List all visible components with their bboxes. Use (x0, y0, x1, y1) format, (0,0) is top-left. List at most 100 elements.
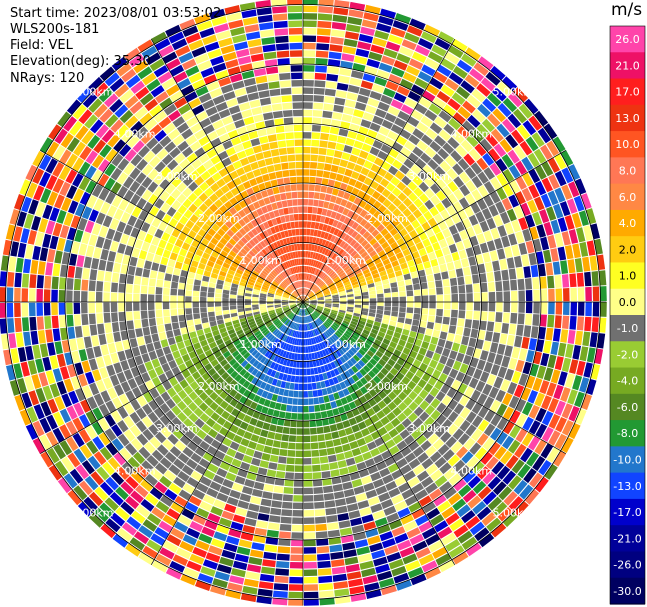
radar-gate (476, 157, 489, 171)
radar-gate (96, 281, 104, 292)
radar-gate (284, 309, 291, 314)
radar-gate (425, 84, 440, 96)
radar-gate (190, 141, 202, 152)
radar-gate (121, 522, 137, 536)
radar-gate (453, 259, 462, 269)
radar-gate (276, 356, 282, 364)
radar-gate (322, 418, 330, 426)
radar-gate (464, 275, 472, 285)
radar-gate (127, 378, 138, 390)
radar-gate (289, 576, 303, 584)
radar-gate (338, 128, 349, 137)
radar-gate (265, 332, 272, 338)
radar-gate (333, 254, 340, 262)
radar-gate (275, 277, 281, 284)
radar-gate (280, 365, 286, 373)
radar-gate (218, 167, 229, 178)
radar-gate (289, 252, 294, 259)
radar-gate (424, 405, 436, 416)
radar-gate (329, 44, 343, 53)
radar-gate (451, 251, 460, 262)
radar-gate (39, 171, 51, 187)
radar-gate (289, 300, 296, 302)
radar-gate (61, 197, 72, 212)
radar-gate (387, 193, 397, 203)
radar-gate (314, 404, 321, 412)
radar-gate (339, 305, 347, 309)
radar-gate (186, 560, 202, 572)
radar-gate (407, 296, 414, 302)
radar-gate (366, 58, 380, 69)
radar-gate (441, 395, 452, 406)
radar-gate (311, 275, 315, 282)
radar-gate (347, 464, 358, 474)
radar-gate (119, 109, 134, 124)
ring-label: 3.00km (156, 170, 198, 183)
radar-gate (303, 435, 311, 443)
radar-gate (114, 104, 129, 118)
radar-gate (9, 379, 21, 396)
radar-gate (312, 260, 317, 267)
radar-gate (148, 318, 157, 327)
radar-gate (270, 271, 277, 278)
radar-gate (130, 154, 143, 167)
radar-gate (46, 447, 60, 464)
colorbar-tick-label: -1.0 (617, 322, 638, 335)
radar-gate (479, 242, 489, 254)
radar-gate (47, 191, 59, 206)
radar-gate (371, 549, 386, 560)
radar-gate (354, 55, 368, 65)
radar-gate (252, 304, 259, 308)
radar-gate (492, 108, 507, 123)
radar-gate (105, 476, 119, 491)
radar-gate (99, 367, 109, 379)
radar-gate (364, 582, 380, 592)
radar-gate (221, 157, 232, 167)
radar-gate (561, 184, 573, 200)
radar-gate (292, 307, 298, 312)
radar-gate (327, 141, 337, 150)
radar-gate (458, 433, 470, 446)
radar-gate (351, 281, 359, 286)
radar-gate (230, 290, 237, 295)
azimuth-line-240 (40, 301, 304, 455)
radar-gate (130, 438, 143, 451)
radar-gate (295, 323, 299, 330)
radar-gate (355, 244, 363, 253)
radar-gate (290, 314, 295, 320)
radar-gate (88, 302, 95, 314)
radar-gate (583, 225, 593, 241)
radar-gate (357, 173, 367, 183)
radar-gate (319, 140, 328, 148)
radar-gate (480, 282, 488, 293)
radar-gate (113, 208, 124, 221)
radar-gate (279, 247, 285, 255)
radar-gate (215, 310, 223, 316)
radar-gate (497, 81, 512, 97)
radar-gate (253, 394, 261, 403)
radar-gate (362, 268, 370, 275)
radar-gate (282, 426, 290, 434)
radar-gate (387, 106, 400, 117)
radar-gate (377, 194, 387, 204)
radar-gate (266, 204, 273, 212)
radar-gate (162, 51, 178, 64)
radar-gate (439, 481, 453, 494)
radar-gate (282, 294, 290, 298)
radar-gate (66, 436, 79, 452)
radar-gate (175, 45, 191, 57)
radar-gate (176, 254, 185, 263)
radar-gate (304, 280, 307, 288)
radar-gate (406, 307, 414, 314)
radar-gate (289, 297, 296, 301)
radar-gate (452, 498, 467, 512)
radar-gate (257, 588, 273, 597)
radar-gate (423, 261, 432, 269)
radar-gate (241, 338, 249, 346)
radar-gate (303, 368, 307, 376)
radar-gate (212, 578, 228, 589)
radar-gate (240, 438, 250, 447)
radar-gate (357, 338, 365, 345)
radar-gate (434, 456, 447, 469)
radar-gate (432, 242, 441, 251)
